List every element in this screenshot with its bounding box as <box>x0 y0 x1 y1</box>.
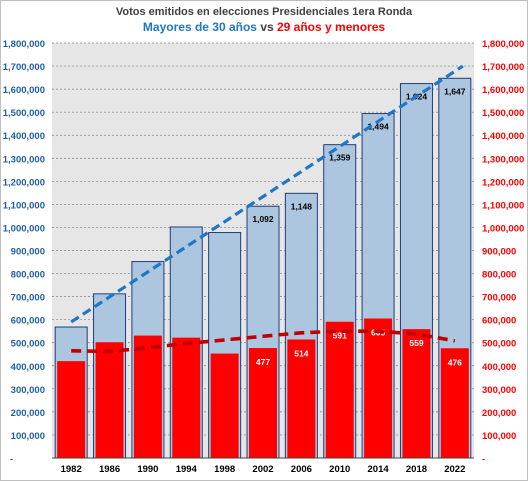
y-tick-right: 700,000 <box>482 293 516 304</box>
x-tick-label: 1986 <box>99 464 120 475</box>
y-tick-right: 200,000 <box>482 408 516 419</box>
bar-29-menores <box>364 318 393 458</box>
y-tick-left: 100,000 <box>11 431 45 442</box>
data-label-mayores-30: 1,494 <box>367 122 389 132</box>
y-tick-left: 800,000 <box>11 270 45 281</box>
data-label-mayores-30: 1,148 <box>291 201 313 211</box>
data-label-29-menores: 514 <box>294 348 308 358</box>
chart-title: Votos emitidos en elecciones Presidencia… <box>115 6 413 18</box>
y-tick-right: 100,000 <box>482 431 516 442</box>
data-label-29-menores: 477 <box>256 357 270 367</box>
x-tick-label: 2022 <box>444 464 465 475</box>
y-tick-left: 1,600,000 <box>3 85 45 96</box>
bar-29-menores <box>287 339 316 458</box>
data-label-29-menores: 559 <box>409 338 423 348</box>
y-tick-left: 1,300,000 <box>3 154 45 165</box>
y-tick-right: 1,200,000 <box>482 177 524 188</box>
data-label-mayores-30: 1,359 <box>329 153 351 163</box>
y-tick-left: 400,000 <box>11 362 45 373</box>
x-tick-label: 1982 <box>61 464 82 475</box>
y-tick-left: 1,000,000 <box>3 223 45 234</box>
y-tick-left: - <box>10 454 13 465</box>
y-tick-left: 1,800,000 <box>3 39 45 50</box>
trendline-mayores-30 <box>70 64 464 324</box>
y-tick-left: 1,100,000 <box>3 200 45 211</box>
y-tick-left: 1,500,000 <box>3 108 45 119</box>
x-tick-label: 2010 <box>329 464 350 475</box>
y-tick-left: 700,000 <box>11 293 45 304</box>
bar-29-menores <box>95 342 124 458</box>
y-tick-right: - <box>482 454 485 465</box>
y-tick-right: 600,000 <box>482 316 516 327</box>
subtitle-series-2: 29 años y menores <box>277 20 386 34</box>
x-tick-label: 1994 <box>176 464 198 475</box>
y-tick-right: 500,000 <box>482 339 516 350</box>
y-tick-right: 1,000,000 <box>482 223 524 234</box>
y-tick-left: 300,000 <box>11 385 45 396</box>
y-tick-left: 900,000 <box>11 247 45 258</box>
bar-29-menores <box>402 329 431 458</box>
data-label-mayores-30: 1,647 <box>444 86 466 96</box>
x-tick-label: 2002 <box>252 464 273 475</box>
data-label-29-menores: 476 <box>448 357 462 367</box>
y-tick-right: 1,600,000 <box>482 85 524 96</box>
bar-29-menores <box>133 335 162 458</box>
trendline-29-menores <box>71 329 456 354</box>
x-tick-label: 1990 <box>137 464 158 475</box>
y-tick-right: 1,100,000 <box>482 200 524 211</box>
y-tick-right: 800,000 <box>482 270 516 281</box>
x-tick-label: 2018 <box>406 464 427 475</box>
y-tick-right: 1,700,000 <box>482 62 524 73</box>
y-tick-right: 1,400,000 <box>482 131 524 142</box>
y-tick-left: 1,700,000 <box>3 62 45 73</box>
data-label-29-menores: 591 <box>333 331 347 341</box>
y-tick-right: 1,300,000 <box>482 154 524 165</box>
y-tick-left: 600,000 <box>11 316 45 327</box>
chart-subtitle: Mayores de 30 años vs 29 años y menores <box>0 20 528 34</box>
y-tick-left: 1,200,000 <box>3 177 45 188</box>
y-tick-right: 1,500,000 <box>482 108 524 119</box>
x-tick-label: 1998 <box>214 464 235 475</box>
x-tick-label: 2014 <box>368 464 390 475</box>
y-tick-left: 1,400,000 <box>3 131 45 142</box>
bar-29-menores <box>172 337 201 458</box>
bar-29-menores <box>210 353 239 458</box>
y-tick-left: 500,000 <box>11 339 45 350</box>
x-tick-label: 2006 <box>291 464 312 475</box>
subtitle-series-1: Mayores de 30 años <box>142 20 257 34</box>
subtitle-connector: vs <box>256 20 277 34</box>
data-label-mayores-30: 1,092 <box>252 214 274 224</box>
bar-29-menores <box>440 348 469 458</box>
bar-29-menores <box>57 361 86 458</box>
bar-29-menores <box>325 321 354 458</box>
y-tick-right: 900,000 <box>482 247 516 258</box>
bar-29-menores <box>249 348 277 458</box>
y-tick-left: 200,000 <box>11 408 45 419</box>
y-tick-right: 400,000 <box>482 362 516 373</box>
y-tick-right: 300,000 <box>482 385 516 396</box>
y-tick-right: 1,800,000 <box>482 39 524 50</box>
